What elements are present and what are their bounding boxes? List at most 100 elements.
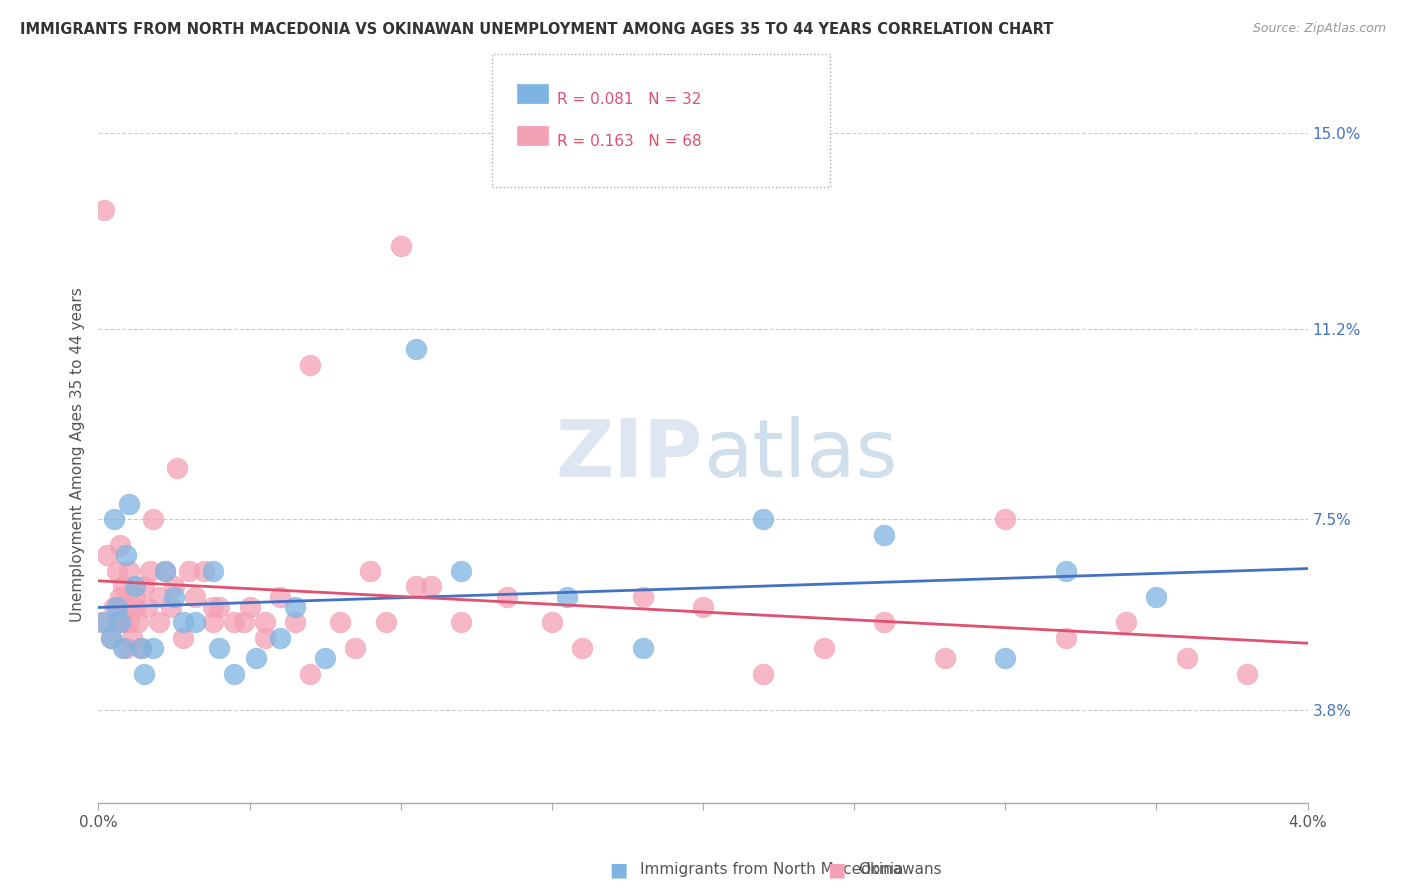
Point: [299, 667, 322, 681]
Point: [450, 615, 472, 630]
Point: [284, 599, 307, 614]
Point: [132, 579, 155, 593]
Point: [132, 667, 155, 681]
Point: [124, 599, 146, 614]
Point: [202, 599, 225, 614]
Text: Immigrants from North Macedonia: Immigrants from North Macedonia: [640, 863, 903, 877]
Point: [269, 631, 291, 645]
Point: [1115, 615, 1137, 630]
Point: [344, 641, 367, 656]
Point: [752, 512, 775, 526]
Point: [105, 599, 128, 614]
Point: [202, 615, 225, 630]
Point: [142, 641, 165, 656]
Text: ■: ■: [827, 860, 846, 880]
Point: [129, 641, 152, 656]
Text: IMMIGRANTS FROM NORTH MACEDONIA VS OKINAWAN UNEMPLOYMENT AMONG AGES 35 TO 44 YEA: IMMIGRANTS FROM NORTH MACEDONIA VS OKINA…: [20, 22, 1053, 37]
Point: [299, 358, 322, 372]
Point: [124, 579, 146, 593]
Point: [163, 579, 186, 593]
Point: [129, 641, 152, 656]
Point: [873, 528, 896, 542]
Point: [118, 564, 141, 578]
Point: [450, 564, 472, 578]
Point: [329, 615, 352, 630]
Point: [571, 641, 593, 656]
Point: [224, 615, 246, 630]
Point: [105, 564, 128, 578]
Point: [111, 615, 134, 630]
Point: [1054, 631, 1077, 645]
Text: Source: ZipAtlas.com: Source: ZipAtlas.com: [1253, 22, 1386, 36]
Point: [163, 590, 186, 604]
Point: [103, 599, 125, 614]
Point: [108, 590, 131, 604]
Point: [631, 590, 654, 604]
Point: [1054, 564, 1077, 578]
Point: [540, 615, 562, 630]
Point: [224, 667, 246, 681]
Point: [193, 564, 215, 578]
Point: [245, 651, 267, 665]
Point: [111, 579, 134, 593]
Point: [139, 564, 162, 578]
Point: [184, 615, 207, 630]
Point: [118, 615, 141, 630]
Point: [172, 615, 194, 630]
Point: [374, 615, 396, 630]
Point: [96, 549, 118, 563]
Point: [692, 599, 714, 614]
Point: [405, 343, 427, 357]
Point: [994, 651, 1017, 665]
Point: [135, 599, 157, 614]
Point: [114, 549, 136, 563]
Point: [314, 651, 336, 665]
Point: [114, 599, 136, 614]
Point: [420, 579, 443, 593]
Point: [105, 615, 128, 630]
Point: [108, 538, 131, 552]
Text: atlas: atlas: [703, 416, 897, 494]
Point: [232, 615, 254, 630]
Point: [873, 615, 896, 630]
Point: [108, 615, 131, 630]
Point: [934, 651, 956, 665]
Point: [148, 590, 170, 604]
Point: [495, 590, 517, 604]
Point: [405, 579, 427, 593]
Point: [1236, 667, 1258, 681]
Point: [208, 599, 231, 614]
Point: [1146, 590, 1168, 604]
Point: [208, 641, 231, 656]
Point: [153, 564, 176, 578]
Point: [93, 615, 115, 630]
Text: ■: ■: [609, 860, 628, 880]
Point: [142, 512, 165, 526]
Point: [360, 564, 382, 578]
Point: [148, 615, 170, 630]
Point: [103, 512, 125, 526]
Point: [253, 631, 276, 645]
Point: [555, 590, 578, 604]
Point: [124, 590, 146, 604]
Point: [127, 615, 149, 630]
Point: [813, 641, 835, 656]
Point: [284, 615, 307, 630]
Point: [184, 590, 207, 604]
Point: [239, 599, 262, 614]
Point: [118, 497, 141, 511]
Point: [179, 564, 201, 578]
Y-axis label: Unemployment Among Ages 35 to 44 years: Unemployment Among Ages 35 to 44 years: [69, 287, 84, 623]
Point: [1175, 651, 1198, 665]
Point: [269, 590, 291, 604]
Text: R = 0.081   N = 32: R = 0.081 N = 32: [557, 92, 702, 107]
Point: [100, 631, 122, 645]
Point: [389, 239, 412, 253]
Point: [166, 460, 188, 475]
Text: R = 0.163   N = 68: R = 0.163 N = 68: [557, 134, 702, 149]
Point: [111, 641, 134, 656]
Text: ZIP: ZIP: [555, 416, 703, 494]
Point: [202, 564, 225, 578]
Point: [90, 615, 112, 630]
Point: [994, 512, 1017, 526]
